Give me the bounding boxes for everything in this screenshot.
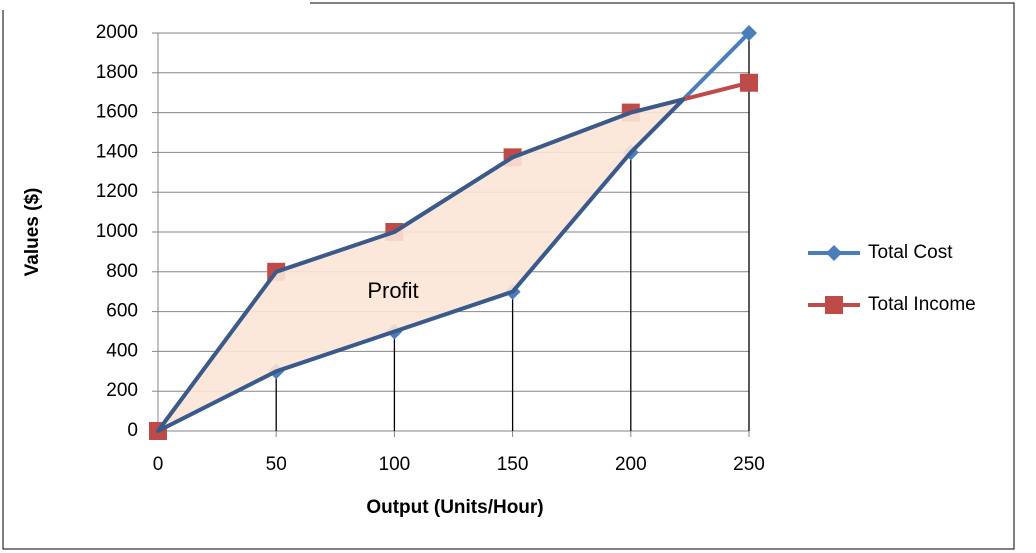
- x-tick-label: 150: [497, 454, 529, 475]
- legend-label: Total Income: [868, 294, 976, 315]
- y-tick-label: 1000: [96, 221, 138, 242]
- y-axis-title: Values ($): [22, 188, 43, 277]
- annotation: Profit: [367, 278, 418, 303]
- y-tick-label: 600: [106, 301, 138, 322]
- profit-region: [156, 97, 686, 433]
- y-tick-label: 800: [106, 261, 138, 282]
- y-tick-label: 1200: [96, 181, 138, 202]
- y-tick-label: 1800: [96, 62, 138, 83]
- x-tick-label: 50: [266, 454, 287, 475]
- legend-label: Total Cost: [868, 242, 953, 263]
- x-tick-label: 200: [615, 454, 647, 475]
- y-tick-label: 1600: [96, 102, 138, 123]
- x-tick-label: 250: [733, 454, 765, 475]
- x-tick-label: 0: [153, 454, 164, 475]
- y-tick-label: 200: [106, 380, 138, 401]
- y-tick-label: 0: [127, 420, 138, 441]
- y-tick-label: 400: [106, 340, 138, 361]
- x-tick-label: 100: [379, 454, 411, 475]
- marker: [740, 73, 758, 92]
- y-tick-label: 1400: [96, 141, 138, 162]
- legend-marker: [826, 245, 842, 261]
- y-tick-label: 2000: [96, 22, 138, 43]
- chart-border: [2, 2, 1015, 550]
- x-axis-title: Output (Units/Hour): [366, 497, 543, 518]
- legend-marker: [825, 296, 843, 314]
- marker: [741, 25, 757, 41]
